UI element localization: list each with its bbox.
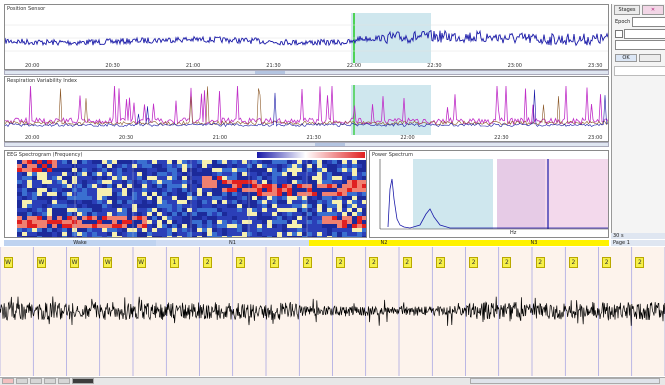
segment-n3[interactable]: N3 — [459, 240, 609, 246]
axis-tick-label: 23:00 — [588, 135, 603, 141]
control-panel: Stages ✕ Epoch OK — [611, 4, 665, 238]
hypnogram-bar[interactable]: Wake N1 N2 N3 — [4, 240, 609, 246]
segment-n2[interactable]: N2 — [309, 240, 459, 246]
axis-tick-label: 21:00 — [212, 135, 228, 141]
epoch-label: Epoch — [615, 19, 631, 25]
axis-tick-label: 23:00 — [507, 63, 522, 69]
stage-label[interactable]: 2 — [635, 257, 645, 268]
spectrogram-panel-title: EEG Spectrogram (Frequency) — [7, 152, 83, 158]
spectrogram-image — [17, 160, 366, 237]
stage-label[interactable]: 2 — [236, 257, 246, 268]
option-field[interactable] — [624, 29, 665, 39]
taskbar-button-5[interactable] — [58, 378, 70, 384]
spectrogram-colorbar — [257, 152, 365, 158]
position-x-axis: 20:00 20:30 21:00 21:30 22:00 22:30 23:00 23:30 — [5, 63, 608, 69]
axis-tick-label: 20:30 — [105, 63, 120, 69]
status-cell-2: Page 1 — [611, 240, 665, 246]
stage-label[interactable]: 2 — [369, 257, 379, 268]
taskbar-button-3[interactable] — [30, 378, 42, 384]
stage-label[interactable]: 2 — [336, 257, 346, 268]
position-scrollbar-thumb[interactable] — [255, 71, 285, 74]
secondary-button[interactable] — [639, 54, 661, 62]
axis-tick-label: 21:30 — [266, 63, 281, 69]
spectrum-panel-title: Power Spectrum — [372, 152, 413, 158]
axis-tick-label: 20:30 — [118, 135, 134, 141]
stage-label[interactable]: 1 — [169, 257, 179, 268]
ok-button[interactable]: OK — [615, 54, 637, 62]
segment-wake[interactable]: Wake — [4, 240, 156, 246]
respiration-panel[interactable]: Respiration Variability Index 20:00 20:30… — [4, 76, 609, 142]
epoch-strip[interactable]: W W W W W 1 2 2 2 2 2 2 2 2 2 2 2 2 2 2 — [0, 247, 665, 376]
status-bar — [0, 377, 665, 385]
taskbar-button-6[interactable] — [72, 378, 94, 384]
taskbar-button-1[interactable] — [2, 378, 14, 384]
spectrum-x-label: Hz — [510, 230, 517, 236]
spectrum-plot — [379, 159, 608, 230]
taskbar-button-2[interactable] — [16, 378, 28, 384]
tab-stages[interactable]: Stages — [614, 5, 640, 15]
respiration-trace — [5, 85, 608, 135]
respiration-panel-title: Respiration Variability Index — [7, 78, 77, 84]
options-list[interactable] — [614, 66, 665, 76]
axis-tick-label: 21:00 — [185, 63, 201, 69]
stage-label[interactable]: 2 — [269, 257, 279, 268]
stage-label[interactable]: 2 — [402, 257, 412, 268]
stage-label[interactable]: W — [36, 257, 46, 268]
close-icon[interactable]: ✕ — [642, 5, 664, 15]
stage-label[interactable]: W — [3, 257, 13, 268]
taskbar-button-4[interactable] — [44, 378, 56, 384]
respiration-x-axis: 20:00 20:30 21:00 21:30 22:00 22:30 23:00 — [5, 135, 608, 141]
spectrum-panel[interactable]: Power Spectrum Hz — [369, 150, 609, 238]
axis-tick-label: 20:00 — [25, 63, 40, 69]
position-scrollbar[interactable] — [4, 70, 609, 75]
eeg-trace — [0, 247, 665, 376]
axis-tick-label: 20:00 — [25, 135, 40, 141]
respiration-scrollbar[interactable] — [4, 142, 609, 147]
stage-label[interactable]: W — [103, 257, 113, 268]
stage-label[interactable]: 2 — [602, 257, 612, 268]
status-cell-1: 30 s — [611, 233, 665, 239]
segment-n1[interactable]: N1 — [156, 240, 309, 246]
taskbar-tray — [470, 378, 660, 384]
axis-tick-label: 22:30 — [494, 135, 509, 141]
position-panel[interactable]: Position Sensor 20:00 20:30 21:00 21:30 22:0… — [4, 4, 609, 70]
position-trace — [5, 13, 608, 63]
epoch-field[interactable] — [632, 17, 665, 27]
axis-tick-label: 22:30 — [427, 63, 442, 69]
axis-tick-label: 22:00 — [400, 135, 415, 141]
stage-label[interactable]: 2 — [502, 257, 512, 268]
option-checkbox[interactable] — [615, 30, 623, 38]
stage-label[interactable]: 2 — [568, 257, 578, 268]
stage-label[interactable]: 2 — [203, 257, 213, 268]
axis-tick-label: 21:30 — [306, 135, 321, 141]
stage-label[interactable]: W — [70, 257, 80, 268]
stage-label[interactable]: W — [136, 257, 146, 268]
stage-label[interactable]: 2 — [302, 257, 312, 268]
respiration-scrollbar-thumb[interactable] — [315, 143, 345, 146]
axis-tick-label: 22:00 — [346, 63, 362, 69]
spectrogram-panel[interactable]: EEG Spectrogram (Frequency) — [4, 150, 367, 238]
option-field-2[interactable] — [615, 40, 665, 50]
axis-tick-label: 23:30 — [588, 63, 603, 69]
stage-label[interactable]: 2 — [435, 257, 445, 268]
position-panel-title: Position Sensor — [7, 6, 46, 12]
stage-label[interactable]: 2 — [469, 257, 479, 268]
stage-label[interactable]: 2 — [535, 257, 545, 268]
